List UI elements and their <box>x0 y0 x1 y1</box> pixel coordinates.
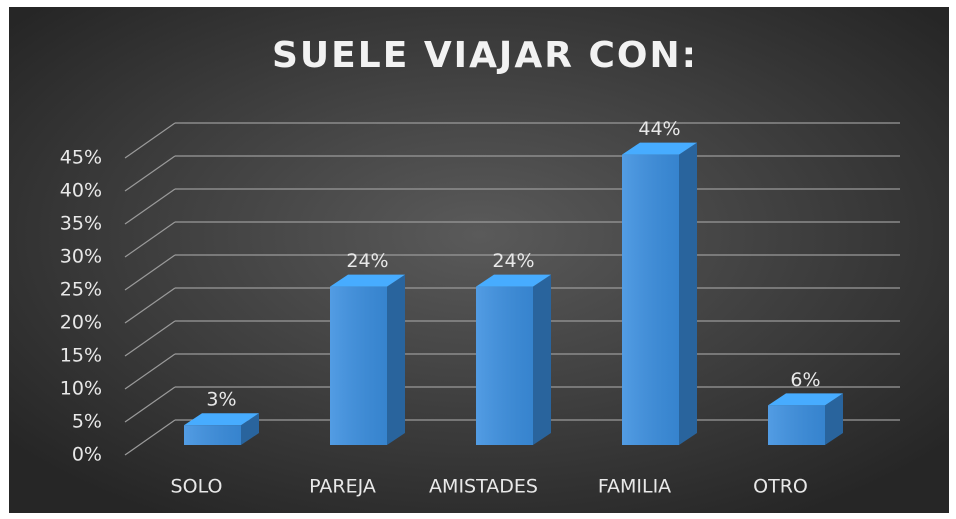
bar-top <box>622 142 697 155</box>
data-label: 44% <box>638 118 680 140</box>
bar-shade <box>184 425 241 445</box>
bar-side <box>241 413 259 445</box>
y-tick-label: 10% <box>60 378 102 400</box>
bar-top <box>184 413 259 426</box>
bar-shade <box>768 405 825 445</box>
data-label: 24% <box>492 250 534 272</box>
y-tick-label: 35% <box>60 213 102 235</box>
bar-side <box>679 142 697 445</box>
bar-side <box>387 274 405 445</box>
data-label: 24% <box>346 250 388 272</box>
y-tick-label: 15% <box>60 345 102 367</box>
y-tick-label: 0% <box>72 444 102 466</box>
bar-top <box>768 393 843 406</box>
grid-line-side <box>124 353 176 390</box>
x-tick-label: PAREJA <box>309 476 376 498</box>
x-tick-label: SOLO <box>171 476 223 498</box>
y-tick-label: 30% <box>60 246 102 268</box>
x-tick-label: OTRO <box>753 476 808 498</box>
y-tick-label: 40% <box>60 180 102 202</box>
grid-line-side <box>124 287 176 324</box>
bar-shade <box>476 286 533 445</box>
y-tick-label: 5% <box>72 411 102 433</box>
grid-line-side <box>124 155 176 192</box>
grid-line-side <box>124 254 176 291</box>
bar-top <box>330 274 405 287</box>
data-label: 6% <box>790 369 820 391</box>
bar-shade <box>622 154 679 445</box>
bar-side <box>825 393 843 445</box>
bar-shade <box>330 286 387 445</box>
grid-line-side <box>124 320 176 357</box>
bar-side <box>533 274 551 445</box>
chart-title: SUELE VIAJAR CON: <box>272 35 698 76</box>
y-tick-label: 25% <box>60 279 102 301</box>
x-tick-label: AMISTADES <box>429 476 538 498</box>
grid-line-side <box>124 221 176 258</box>
grid-line-side <box>124 386 176 423</box>
grid-line-side <box>124 188 176 225</box>
grid-line-side <box>124 419 176 456</box>
x-tick-label: FAMILIA <box>598 476 671 498</box>
y-tick-label: 45% <box>60 147 102 169</box>
bar-top <box>476 274 551 287</box>
y-tick-label: 20% <box>60 312 102 334</box>
data-label: 3% <box>206 389 236 411</box>
grid-line-side <box>124 122 176 159</box>
